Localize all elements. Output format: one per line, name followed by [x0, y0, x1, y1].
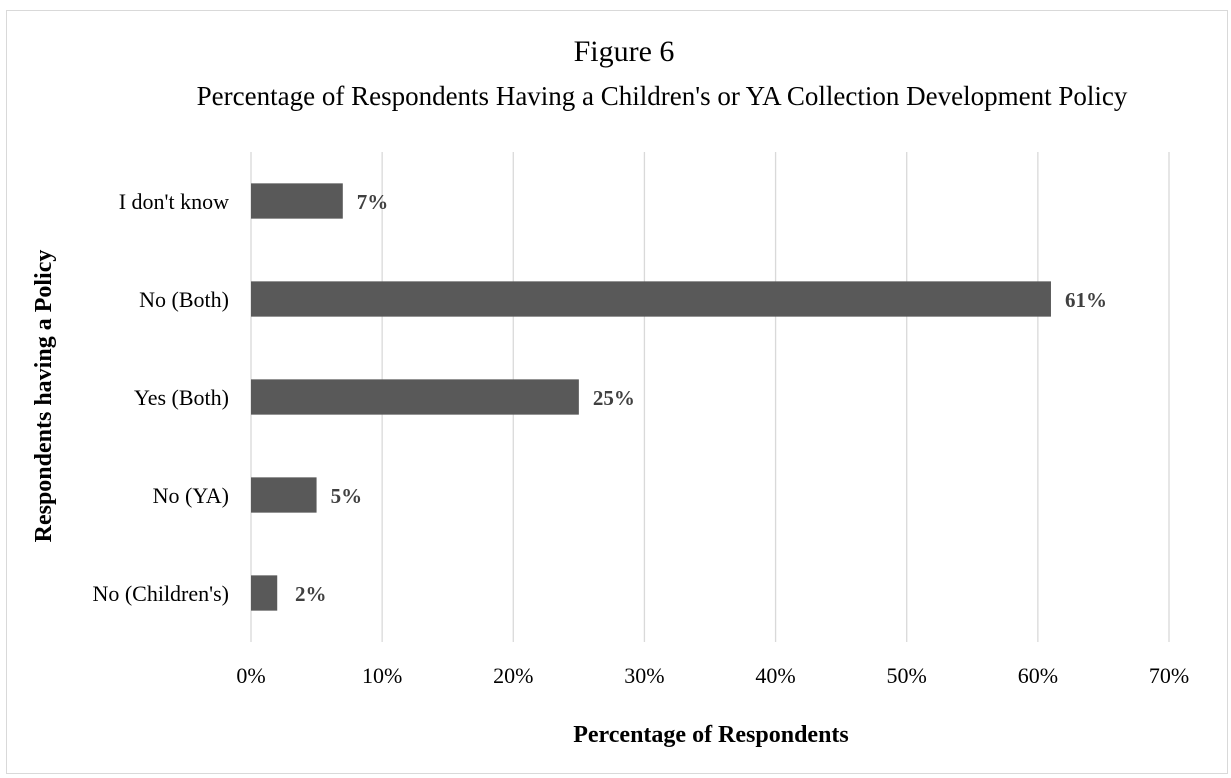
gridlines	[250, 152, 1170, 642]
x-tick-label: 70%	[1149, 663, 1189, 688]
data-label: 2%	[295, 582, 327, 606]
x-tick-label: 50%	[887, 663, 927, 688]
bar	[251, 183, 343, 219]
data-labels: 7% 61% 25% 5% 2%	[295, 190, 1107, 606]
x-tick-label: 30%	[624, 663, 664, 688]
x-tick-label: 0%	[236, 663, 265, 688]
bar	[251, 281, 1051, 317]
x-axis-title: Percentage of Respondents	[573, 722, 849, 748]
category-label: No (Children's)	[92, 581, 229, 606]
data-label: 7%	[357, 190, 389, 214]
data-label: 25%	[593, 386, 635, 410]
category-label: I don't know	[119, 189, 229, 214]
x-tick-label: 40%	[755, 663, 795, 688]
y-axis-title: Respondents having a Policy	[31, 250, 57, 543]
x-tick-label: 20%	[493, 663, 533, 688]
bar	[251, 477, 317, 513]
data-label: 5%	[331, 484, 363, 508]
x-tick-label: 10%	[362, 663, 402, 688]
bars	[251, 183, 1051, 611]
bar	[251, 575, 278, 611]
x-tick-labels: 0% 10% 20% 30% 40% 50% 60% 70%	[236, 663, 1189, 688]
category-labels: I don't know No (Both) Yes (Both) No (YA) No…	[92, 189, 229, 606]
x-tick-label: 60%	[1018, 663, 1058, 688]
data-label: 61%	[1065, 288, 1107, 312]
category-label: No (YA)	[153, 483, 229, 508]
category-label: Yes (Both)	[134, 385, 229, 410]
chart-subtitle: Percentage of Respondents Having a Child…	[197, 81, 1128, 111]
chart-frame	[6, 10, 1228, 774]
category-label: No (Both)	[139, 287, 229, 312]
bar	[251, 379, 579, 415]
chart-title: Figure 6	[574, 35, 675, 68]
